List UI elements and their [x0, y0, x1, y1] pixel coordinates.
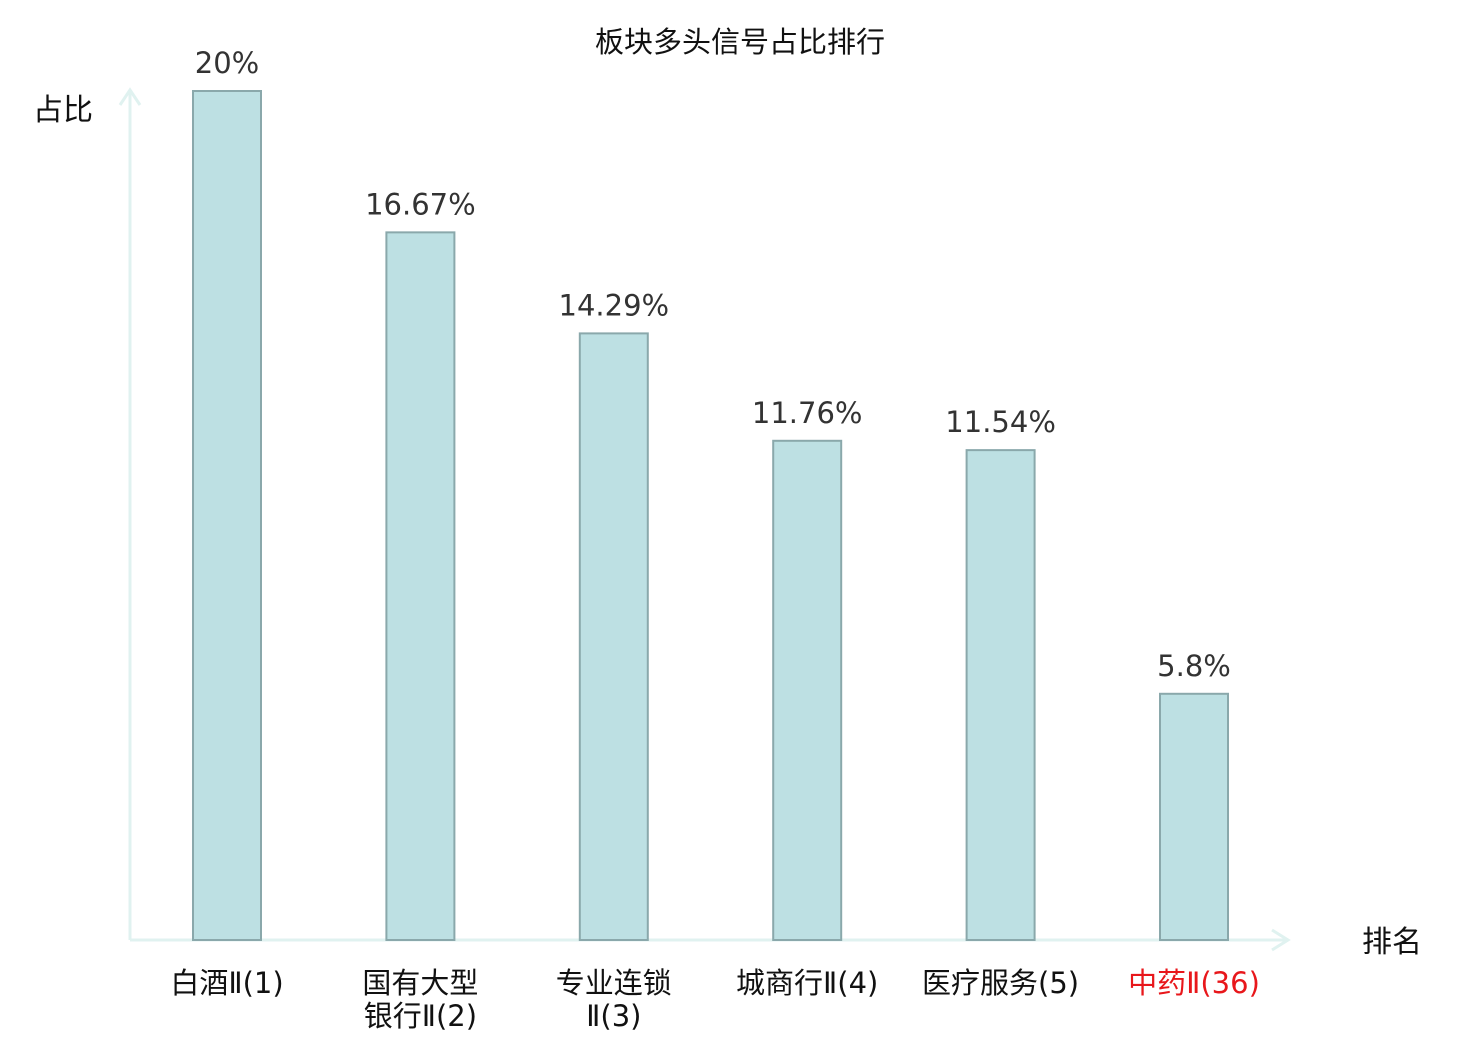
x-axis-arrow	[1271, 928, 1291, 952]
data-label: 20%	[195, 46, 259, 80]
bar	[772, 439, 843, 941]
bars-group	[192, 90, 1229, 941]
value-labels-group: 20% 16.67% 14.29% 11.76% 11.54% 5.8%	[195, 46, 1231, 683]
data-label: 14.29%	[559, 288, 670, 322]
category-label: 专业连锁	[556, 966, 672, 1000]
category-label: 银行Ⅱ(2)	[364, 999, 477, 1033]
category-label: 国有大型	[362, 966, 478, 1000]
category-label: 白酒Ⅱ(1)	[170, 966, 283, 1000]
bar	[192, 90, 262, 941]
category-label: 中药Ⅱ(36)	[1128, 966, 1260, 1000]
bar	[578, 332, 649, 941]
data-label: 16.67%	[365, 187, 476, 221]
chart-title: 板块多头信号占比排行	[595, 25, 885, 59]
bar	[1159, 692, 1229, 941]
category-label: 医疗服务(5)	[922, 966, 1079, 1000]
category-label: Ⅱ(3)	[586, 999, 641, 1033]
y-axis-arrow	[118, 87, 142, 106]
data-label: 11.76%	[752, 396, 863, 430]
data-label: 11.54%	[945, 405, 1056, 439]
bar	[385, 231, 456, 941]
y-axis	[118, 87, 142, 940]
y-axis-label: 占比	[33, 93, 93, 128]
x-axis-label: 排名	[1362, 925, 1422, 960]
category-label: 城商行Ⅱ(4)	[736, 966, 878, 1000]
x-axis	[130, 928, 1291, 952]
data-label: 5.8%	[1157, 649, 1231, 683]
bar	[965, 449, 1036, 941]
